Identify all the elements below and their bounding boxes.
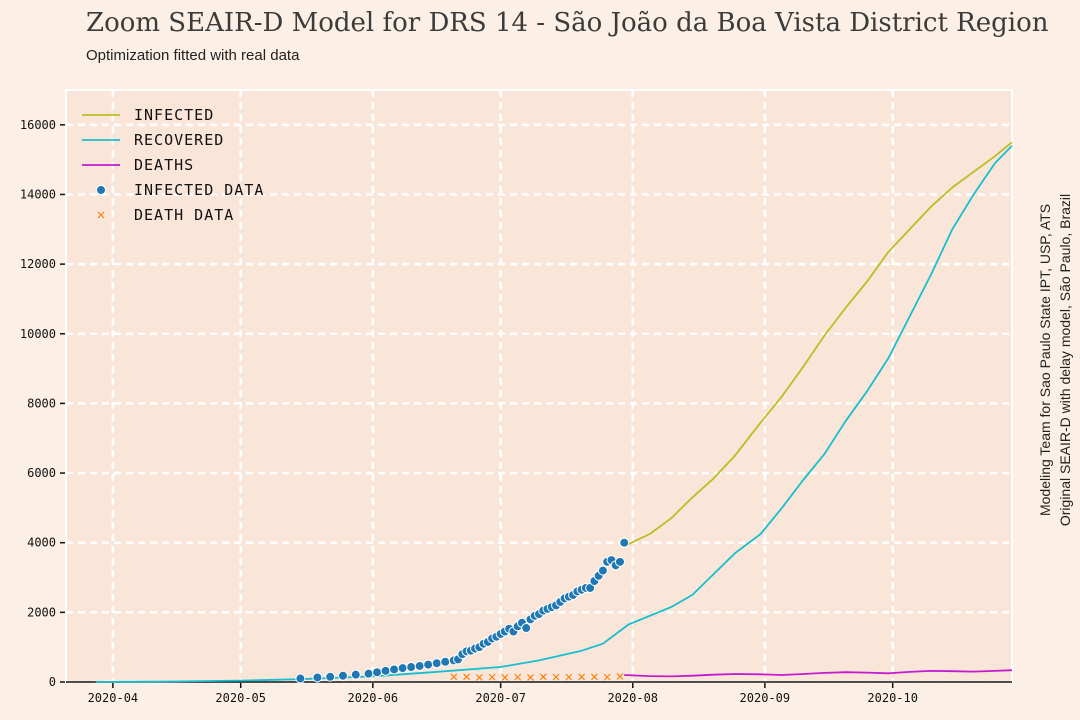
data-point [363,668,374,679]
data-point [406,662,417,673]
data-point [463,673,470,681]
data-point [539,673,547,681]
data-point [389,664,400,675]
data-point [295,673,306,684]
y-tick-label: 4000 [27,536,56,550]
axes: 0 2000 4000 6000 8000 10000 12000 14000 16000 202… [20,89,1013,705]
legend-swatch-dot [96,185,106,195]
series-line [624,669,1013,678]
y-tick-label: 8000 [27,396,56,410]
legend: INFECTED RECOVERED DEATHS INFECTED DATA DEAT… [82,106,264,224]
series-infected [623,141,1013,548]
series-line [623,141,1013,548]
x-tick-label: 2020-07 [475,691,526,705]
y-tick-label: 2000 [27,605,56,619]
legend-label: DEATHS [134,156,194,174]
legend-label: DEATH DATA [134,206,234,224]
data-point [578,673,586,681]
legend-label: INFECTED DATA [134,181,264,199]
credit-line-1: Modeling Team for Sao Paulo State IPT, U… [1037,204,1053,516]
y-tick-label: 12000 [20,257,56,271]
data-point [475,674,483,681]
y-tick-label: 6000 [27,466,56,480]
x-tick-label: 2020-09 [740,691,791,705]
x-tick-label: 2020-05 [215,691,266,705]
legend-item: DEATH DATA [97,206,234,224]
data-point [325,671,336,682]
data-point [597,565,608,576]
data-point [431,658,442,669]
legend-swatch-cross [97,211,105,219]
series-layer [95,141,1013,684]
legend-item: RECOVERED [82,131,224,149]
data-point [603,673,611,681]
y-tick-label: 0 [49,675,56,689]
data-point [380,665,391,676]
data-point [552,673,560,681]
chart-subtitle: Optimization fitted with real data [86,47,300,64]
data-point [450,673,458,681]
data-point [590,673,598,681]
x-tick-label: 2020-04 [88,691,139,705]
data-point [565,673,573,681]
x-tick-label: 2020-06 [348,691,399,705]
legend-item: DEATHS [82,156,194,174]
data-point [423,659,434,670]
legend-item: INFECTED [82,106,214,124]
credit-line-2: Original SEAIR-D with delay model, São P… [1057,194,1073,526]
series-deaths [624,669,1013,678]
grid [66,90,1012,684]
legend-label: INFECTED [134,106,214,124]
series-line [95,145,1013,683]
y-tick-label: 14000 [20,187,56,201]
data-point [614,556,625,567]
chart-title: Zoom SEAIR-D Model for DRS 14 - São João… [86,8,1049,38]
legend-label: RECOVERED [134,131,224,149]
data-point [350,669,361,680]
series-recovered [95,145,1013,683]
data-point [372,667,383,678]
plot-area [66,90,1012,682]
series-infected-data [295,537,630,684]
data-point [397,663,408,674]
data-point [521,623,532,634]
data-point [501,674,509,681]
data-point [488,673,496,681]
data-point [440,656,451,667]
series-death-data [450,673,624,681]
data-point [619,537,630,548]
legend-item: INFECTED DATA [96,181,264,199]
data-point [616,673,624,680]
x-tick-label: 2020-10 [867,691,918,705]
data-point [414,660,425,671]
data-point [527,674,534,681]
y-tick-label: 16000 [20,118,56,132]
data-point [514,673,522,681]
credits: Modeling Team for Sao Paulo State IPT, U… [1037,194,1073,526]
y-tick-label: 10000 [20,327,56,341]
x-tick-label: 2020-08 [607,691,658,705]
data-point [337,670,348,681]
data-point [312,672,323,683]
